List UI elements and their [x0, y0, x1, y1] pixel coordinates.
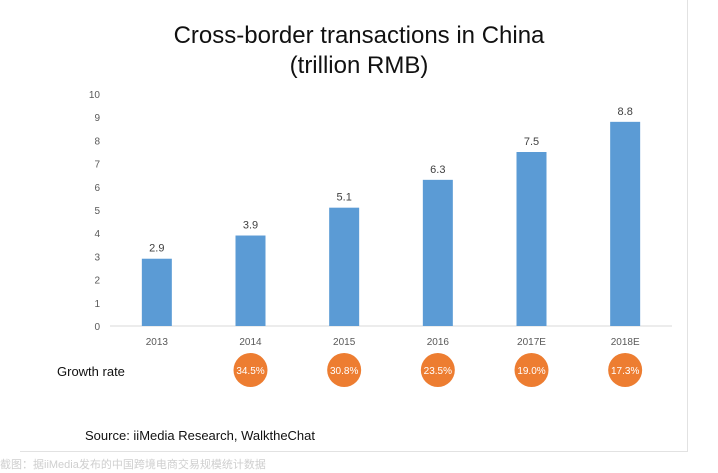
bar	[235, 235, 266, 326]
growth-rate-circle	[327, 353, 362, 387]
data-label: 5.1	[337, 192, 352, 204]
bar	[610, 121, 641, 326]
growth-rate-value: 19.0%	[517, 366, 545, 377]
growth-rate-circle	[233, 353, 268, 387]
x-tick-label: 2015	[333, 337, 356, 348]
y-tick-label: 5	[94, 206, 100, 217]
growth-rate-circle	[420, 353, 455, 387]
x-tick-label: 2017E	[517, 337, 546, 348]
data-label: 8.8	[618, 106, 633, 118]
x-tick-label: 2018E	[611, 337, 640, 348]
y-tick-label: 2	[94, 276, 100, 287]
growth-rate-value: 23.5%	[424, 366, 452, 377]
y-tick-label: 1	[94, 299, 100, 310]
y-tick-label: 9	[94, 113, 100, 124]
source-note: Source: iiMedia Research, WalktheChat	[85, 428, 316, 443]
y-tick-label: 7	[94, 160, 100, 171]
chart-title: Cross-border transactions in China	[173, 22, 545, 49]
image-caption: 截图：据iiMedia发布的中国跨境电商交易规模统计数据	[0, 459, 266, 471]
x-tick-label: 2013	[146, 337, 169, 348]
y-tick-label: 4	[94, 229, 100, 240]
chart-subtitle: (trillion RMB)	[289, 52, 429, 79]
growth-rate-value: 30.8%	[330, 366, 358, 377]
bar	[141, 258, 172, 326]
growth-rate-value: 17.3%	[611, 366, 639, 377]
growth-rate-circle	[608, 353, 643, 387]
bar	[329, 207, 360, 326]
data-label: 7.5	[524, 136, 539, 148]
growth-rate-label: Growth rate	[57, 364, 125, 379]
y-tick-label: 6	[94, 183, 100, 194]
y-tick-label: 8	[94, 136, 100, 147]
data-label: 3.9	[243, 220, 258, 232]
growth-rate-value: 34.5%	[236, 366, 264, 377]
data-label: 2.9	[149, 243, 164, 255]
bar	[516, 152, 547, 326]
data-label: 6.3	[430, 164, 445, 176]
y-tick-label: 10	[89, 90, 101, 101]
y-tick-label: 3	[94, 252, 100, 263]
bar	[422, 179, 453, 326]
growth-rate-circle	[514, 353, 549, 387]
x-tick-label: 2016	[427, 337, 450, 348]
x-tick-label: 2014	[239, 337, 262, 348]
y-tick-label: 0	[94, 322, 100, 333]
